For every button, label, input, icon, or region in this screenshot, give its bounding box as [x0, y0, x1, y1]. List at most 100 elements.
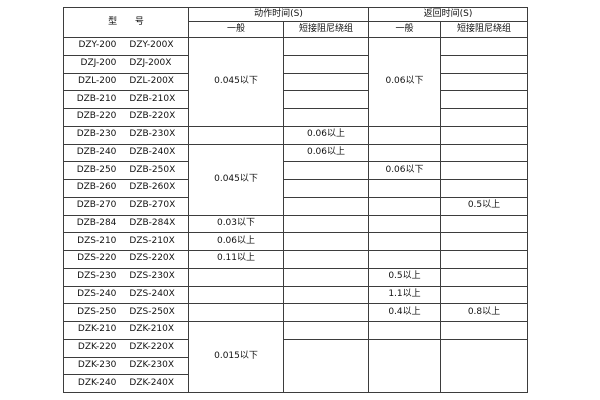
- action-general-cell: [188, 303, 284, 322]
- table-row: DZS-220 DZS-220X 0.11以上: [63, 250, 528, 269]
- action-damping-cell: [283, 250, 369, 269]
- action-general-cell: [188, 267, 284, 287]
- action-damping-cell: 0.06以上: [283, 125, 369, 145]
- table-row: DZB-284 DZB-284X 0.03以下: [63, 214, 528, 234]
- table-row: DZJ-200 DZJ-200X: [63, 54, 528, 74]
- return-damping-cell: [440, 37, 528, 56]
- return-damping-cell: [440, 90, 528, 109]
- header-action-damping: 短接阻尼绕组: [283, 21, 369, 38]
- table-row: DZK-240 DZK-240X: [63, 374, 528, 393]
- table-row: DZB-220 DZB-220X: [63, 108, 528, 127]
- action-damping-cell: [283, 90, 369, 109]
- return-damping-cell: [440, 72, 528, 92]
- action-damping-cell: [283, 54, 369, 74]
- model-cell: DZS-210 DZS-210X: [63, 232, 189, 251]
- return-general-cell: 0.5以上: [368, 267, 441, 287]
- action-damping-cell: [283, 321, 369, 340]
- action-general-cell: 0.015以下: [188, 321, 284, 393]
- table-row: DZS-230 DZS-230X 0.5以上: [63, 267, 528, 287]
- action-damping-cell: [283, 196, 369, 216]
- return-general-cell: 0.06以下: [368, 37, 441, 127]
- model-cell: DZB-270 DZB-270X: [63, 196, 189, 216]
- header-action-time: 动作时间(S): [188, 7, 369, 22]
- header-return-damping: 短接阻尼绕组: [440, 21, 528, 38]
- table-row: DZB-250 DZB-250X 0.06以下: [63, 161, 528, 180]
- table-row: DZB-260 DZB-260X: [63, 179, 528, 198]
- header-action-general: 一般: [188, 21, 284, 38]
- model-cell: DZS-250 DZS-250X: [63, 303, 189, 322]
- table-row: DZS-250 DZS-250X 0.4以上 0.8以上: [63, 303, 528, 322]
- return-general-cell: [368, 125, 441, 145]
- return-general-cell: [368, 321, 441, 340]
- table-row: DZY-200 DZY-200X 0.045以下 0.06以下: [63, 37, 528, 127]
- model-cell: DZB-240 DZB-240X: [63, 143, 189, 163]
- header-return-general: 一般: [368, 21, 441, 38]
- model-cell: DZK-220 DZK-220X: [63, 338, 189, 358]
- model-cell: DZB-284 DZB-284X: [63, 214, 189, 234]
- return-damping-cell: [440, 267, 528, 287]
- action-damping-cell: [283, 179, 369, 198]
- table-row: DZB-240 DZB-240X 0.045以下 0.06以上: [63, 143, 528, 216]
- action-damping-cell: [283, 285, 369, 305]
- model-cell: DZB-260 DZB-260X: [63, 179, 189, 198]
- action-damping-cell: [283, 267, 369, 287]
- table-row: DZB-270 DZB-270X 0.5以上: [63, 196, 528, 216]
- return-damping-cell: [440, 321, 528, 340]
- model-cell: DZS-230 DZS-230X: [63, 267, 189, 287]
- header-model: 型 号: [63, 7, 189, 38]
- return-general-cell: 0.06以下: [368, 161, 441, 180]
- table-row: DZK-220 DZK-220X: [63, 338, 528, 394]
- action-damping-cell: [283, 37, 369, 56]
- return-damping-cell: [440, 108, 528, 127]
- action-damping-cell: 0.06以上: [283, 143, 369, 163]
- action-general-cell: [188, 285, 284, 305]
- action-damping-cell: [283, 161, 369, 180]
- model-cell: DZL-200 DZL-200X: [63, 72, 189, 92]
- action-general-cell: 0.045以下: [188, 143, 284, 216]
- return-damping-cell: [440, 125, 528, 145]
- action-general-cell: 0.06以上: [188, 232, 284, 251]
- return-damping-cell: [440, 285, 528, 305]
- model-cell: DZJ-200 DZJ-200X: [63, 54, 189, 74]
- model-cell: DZK-210 DZK-210X: [63, 321, 189, 340]
- model-cell: DZK-240 DZK-240X: [63, 374, 189, 393]
- spec-table: 型 号 动作时间(S) 返回时间(S) 一般 短接阻尼绕组 一般 短接阻尼绕组 …: [63, 7, 528, 394]
- table-row: DZS-210 DZS-210X 0.06以上: [63, 232, 528, 251]
- table-row: DZL-200 DZL-200X: [63, 72, 528, 92]
- return-damping-cell: [440, 250, 528, 269]
- return-damping-cell: [440, 143, 528, 163]
- return-damping-cell: [440, 179, 528, 198]
- table-row: DZK-210 DZK-210X 0.015以下: [63, 321, 528, 393]
- action-damping-cell: [283, 108, 369, 127]
- action-damping-cell: [283, 232, 369, 251]
- model-cell: DZB-220 DZB-220X: [63, 108, 189, 127]
- return-general-cell: [368, 143, 441, 163]
- action-general-cell: 0.03以下: [188, 214, 284, 234]
- return-general-cell: [368, 250, 441, 269]
- header-return-time: 返回时间(S): [368, 7, 528, 22]
- model-cell: DZB-250 DZB-250X: [63, 161, 189, 180]
- return-general-cell: 0.4以上: [368, 303, 441, 322]
- return-damping-cell: [440, 232, 528, 251]
- action-general-cell: 0.045以下: [188, 37, 284, 127]
- model-cell: DZS-240 DZS-240X: [63, 285, 189, 305]
- return-general-cell: [368, 338, 441, 394]
- model-cell: DZK-230 DZK-230X: [63, 356, 189, 376]
- return-damping-cell: [440, 214, 528, 234]
- model-cell: DZS-220 DZS-220X: [63, 250, 189, 269]
- table-row: DZS-240 DZS-240X 1.1以上: [63, 285, 528, 305]
- return-damping-cell: [440, 54, 528, 74]
- return-damping-cell: [440, 161, 528, 180]
- return-damping-cell: 0.5以上: [440, 196, 528, 216]
- action-damping-cell: [283, 214, 369, 234]
- action-damping-cell: [283, 303, 369, 322]
- return-general-cell: [368, 179, 441, 198]
- action-general-cell: [188, 125, 284, 145]
- return-damping-cell: [440, 338, 528, 394]
- action-damping-cell: [283, 338, 369, 394]
- action-general-cell: 0.11以上: [188, 250, 284, 269]
- model-cell: DZY-200 DZY-200X: [63, 37, 189, 56]
- return-general-cell: [368, 214, 441, 234]
- return-general-cell: [368, 232, 441, 251]
